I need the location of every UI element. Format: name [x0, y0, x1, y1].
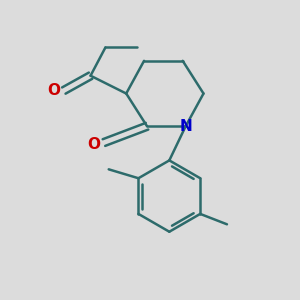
Text: O: O — [87, 136, 100, 152]
Text: N: N — [179, 119, 192, 134]
Text: O: O — [47, 83, 60, 98]
